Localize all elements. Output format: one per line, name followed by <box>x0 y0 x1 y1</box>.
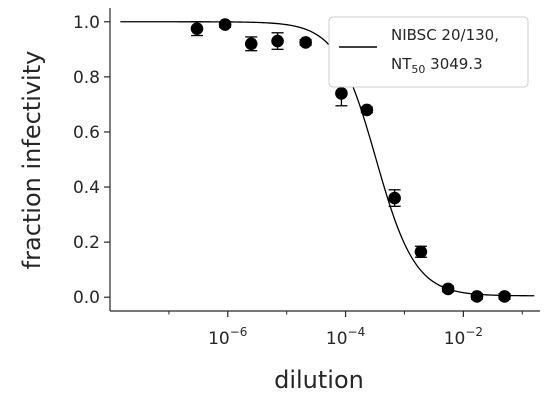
data-point <box>244 37 258 51</box>
legend: NIBSC 20/130, NT50 3049.3 <box>328 16 529 88</box>
legend-nt-subscript: 50 <box>411 63 425 76</box>
plot-area: 0.0 0.2 0.4 0.6 0.8 1.0 10−6 10−4 10−2 <box>73 8 540 349</box>
y-tick-label: 0.4 <box>73 178 100 198</box>
y-tick-label: 0.0 <box>73 288 100 308</box>
data-point <box>360 103 374 117</box>
data-point <box>218 18 232 31</box>
data-point <box>441 282 455 296</box>
data-point <box>271 34 284 48</box>
y-tick-label: 1.0 <box>73 13 100 33</box>
y-axis-label: fraction infectivity <box>18 51 46 270</box>
data-point <box>299 36 312 49</box>
fit-curve <box>120 21 535 297</box>
y-tick-label: 0.6 <box>73 123 100 143</box>
legend-box <box>328 16 529 88</box>
legend-text-line1: NIBSC 20/130, <box>391 26 499 44</box>
data-point <box>470 290 484 303</box>
data-point <box>498 290 511 303</box>
x-axis-label: dilution <box>274 366 364 394</box>
x-tick-label: 10−6 <box>208 325 247 349</box>
x-tick-label: 10−2 <box>444 325 483 349</box>
legend-text-line2: NT50 3049.3 <box>391 55 483 76</box>
legend-nt-value: 3049.3 <box>425 55 482 73</box>
data-point <box>190 22 204 35</box>
legend-nt-label: NT <box>391 55 412 73</box>
y-tick-label: 0.8 <box>73 68 100 88</box>
y-tick-label: 0.2 <box>73 233 100 253</box>
data-point <box>335 87 348 100</box>
data-point <box>414 245 428 259</box>
x-tick-label: 10−4 <box>326 325 365 349</box>
data-point <box>388 191 401 205</box>
